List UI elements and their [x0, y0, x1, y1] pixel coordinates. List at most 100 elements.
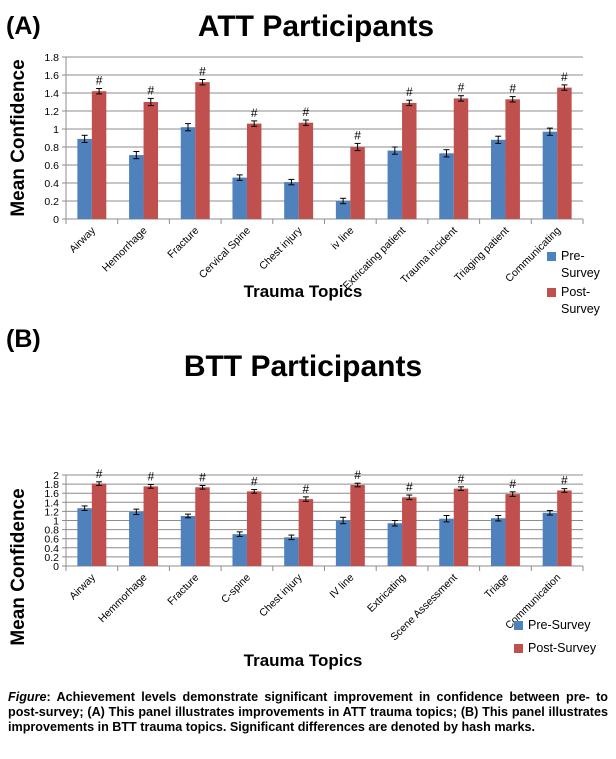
y-tick-label: 1.2	[44, 106, 59, 118]
y-tick-label: 1.8	[44, 479, 59, 491]
bar	[505, 494, 520, 566]
bar	[439, 153, 454, 219]
significance-marker: #	[96, 74, 103, 88]
chart-title: ATT Participants	[198, 10, 434, 43]
y-tick-label: 2	[53, 470, 59, 482]
x-tick-label: Chest injury	[257, 571, 305, 619]
x-tick-label: IV line	[327, 572, 356, 601]
series-pre-survey	[77, 123, 558, 219]
y-tick-label: 1.2	[44, 506, 59, 518]
y-tick-label: 0.8	[44, 525, 59, 537]
x-tick-label: Airway	[67, 571, 98, 602]
x-tick-label: Trauma incident	[398, 225, 460, 287]
panel-label: (B)	[6, 325, 41, 353]
significance-marker: #	[458, 81, 465, 95]
x-tick-label: iv line	[329, 225, 357, 253]
bar	[180, 127, 196, 219]
y-tick-label: 1.6	[44, 488, 59, 500]
significance-marker: #	[406, 480, 413, 494]
legend-label: Survey	[561, 266, 601, 280]
chart-att-participants: (A) ATT Participants 0 0.2 0.4 0.6 0.8 1 1.2 1.4 1…	[6, 10, 601, 316]
y-axis-label: Mean Confidence	[8, 488, 29, 645]
significance-marker: #	[147, 470, 154, 484]
significance-marker: #	[199, 470, 206, 484]
bar	[143, 486, 159, 566]
legend-label: Pre-Survey	[528, 618, 591, 632]
y-tick-label: 1.6	[44, 70, 59, 82]
bar	[91, 91, 107, 219]
y-tick-label: 0.2	[44, 552, 59, 564]
x-axis-label: Trauma Topics	[244, 651, 363, 670]
bar	[129, 511, 144, 566]
x-tick-label: Cervical Spine	[197, 225, 253, 281]
bar	[402, 102, 417, 219]
bar	[298, 122, 314, 219]
significance-marker: #	[561, 70, 568, 84]
y-tick-label: 1	[53, 124, 59, 136]
bar	[542, 512, 558, 566]
bar	[490, 139, 506, 219]
bar	[557, 87, 572, 219]
significance-marker: #	[96, 467, 103, 481]
series-post-survey: # # # # # # # # # #	[91, 467, 572, 566]
legend: Pre- Survey Post- Survey	[547, 249, 601, 316]
y-tick-label: 0.6	[44, 534, 59, 546]
x-tick-label: C-spine	[219, 572, 253, 606]
significance-marker: #	[251, 475, 258, 489]
bar	[402, 497, 417, 566]
bar	[246, 123, 262, 219]
panel-label: (A)	[6, 12, 41, 40]
bar	[232, 177, 247, 219]
y-tick-label: 0.4	[44, 543, 59, 555]
bar	[77, 508, 92, 566]
bar	[490, 518, 506, 566]
y-tick-label: 0.8	[44, 142, 59, 154]
bar	[195, 487, 210, 566]
bar	[284, 537, 299, 566]
bar	[542, 131, 558, 219]
bar	[335, 520, 351, 566]
bar	[557, 490, 572, 566]
caption-lead: Figure	[8, 690, 47, 704]
bar	[232, 534, 247, 566]
x-tick-label: Airway	[67, 224, 98, 255]
x-axis-label: Trauma Topics	[244, 282, 363, 301]
significance-marker: #	[458, 472, 465, 486]
x-tick-label: Hemorrhage	[100, 225, 150, 275]
y-tick-label: 0	[53, 214, 59, 226]
legend-swatch	[547, 252, 556, 261]
x-tick-label: Chest injury	[257, 224, 305, 272]
y-tick-label: 1.4	[44, 497, 59, 509]
bar	[387, 150, 403, 219]
caption-text: : Achievement levels demonstrate signifi…	[8, 690, 608, 735]
bar	[387, 523, 403, 566]
y-tick-label: 0	[53, 561, 59, 573]
figure-caption: Figure: Achievement levels demonstrate s…	[8, 690, 608, 736]
x-tick-label: Triage	[482, 572, 511, 601]
bar	[129, 155, 144, 219]
significance-marker: #	[406, 85, 413, 99]
y-tick-label: 0.4	[44, 178, 59, 190]
bar	[77, 138, 92, 219]
significance-marker: #	[509, 477, 516, 491]
legend-label: Survey	[561, 302, 601, 316]
series-post-survey: # # # # # # # # # #	[91, 65, 572, 219]
y-axis-label: Mean Confidence	[8, 59, 29, 216]
legend-swatch	[514, 644, 523, 653]
y-tick-label: 0.2	[44, 196, 59, 208]
significance-marker: #	[354, 128, 361, 142]
chart-title: BTT Participants	[184, 350, 422, 383]
significance-marker: #	[303, 105, 310, 119]
bar	[453, 98, 469, 219]
bar	[335, 201, 351, 219]
bar	[195, 82, 210, 219]
significance-marker: #	[303, 482, 310, 496]
significance-marker: #	[354, 468, 361, 482]
bar	[350, 485, 365, 566]
series-pre-survey	[77, 505, 558, 566]
significance-marker: #	[509, 82, 516, 96]
bar	[298, 499, 314, 566]
bar	[505, 99, 520, 219]
x-tick-label: Fracture	[165, 225, 201, 261]
bar	[453, 488, 469, 566]
